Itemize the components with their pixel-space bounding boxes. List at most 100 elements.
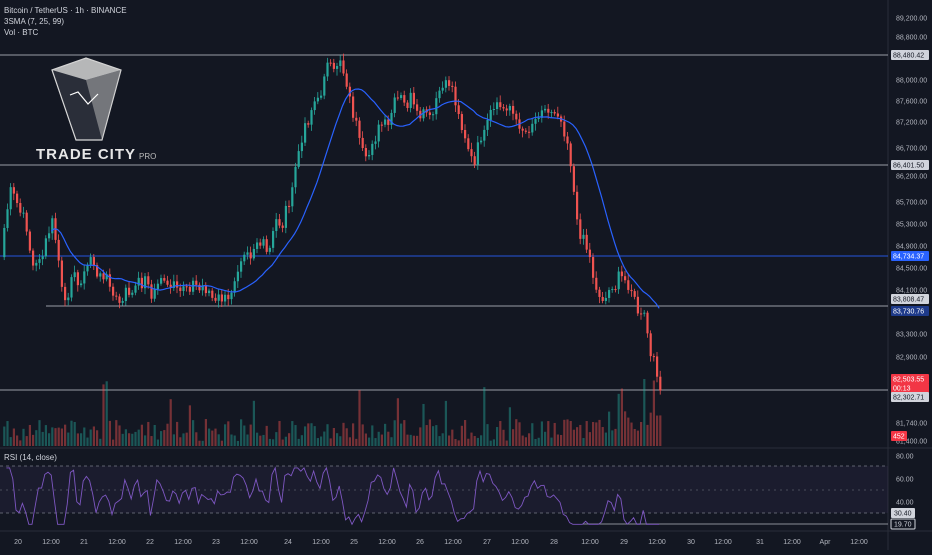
candle-body[interactable] [630, 289, 633, 292]
candle-body[interactable] [291, 187, 294, 207]
candle-body[interactable] [96, 265, 99, 277]
candle-body[interactable] [611, 289, 614, 291]
candle-body[interactable] [304, 123, 307, 143]
candle-body[interactable] [57, 239, 60, 261]
candle-body[interactable] [112, 286, 115, 296]
candle-body[interactable] [160, 278, 163, 284]
candle-body[interactable] [134, 285, 137, 293]
candle-body[interactable] [403, 95, 406, 103]
candle-body[interactable] [300, 142, 303, 152]
candle-body[interactable] [80, 283, 83, 286]
candle-body[interactable] [499, 102, 502, 108]
candle-body[interactable] [320, 95, 323, 98]
candle-body[interactable] [396, 97, 399, 99]
rsi-indicator-label[interactable]: RSI (14, close) [4, 453, 57, 462]
candle-body[interactable] [233, 281, 236, 293]
candle-body[interactable] [432, 114, 435, 116]
candle-body[interactable] [550, 112, 553, 114]
candle-body[interactable] [92, 257, 95, 266]
candle-body[interactable] [137, 277, 140, 286]
candle-body[interactable] [604, 297, 607, 301]
candle-body[interactable] [598, 289, 601, 297]
candle-body[interactable] [617, 271, 620, 290]
candle-body[interactable] [332, 62, 335, 69]
candle-body[interactable] [16, 193, 19, 204]
candle-body[interactable] [460, 114, 463, 130]
candle-body[interactable] [220, 294, 223, 302]
candle-body[interactable] [3, 227, 6, 258]
candle-body[interactable] [547, 108, 550, 113]
price-marker[interactable]: 86,401.50 [891, 160, 929, 170]
candle-body[interactable] [352, 96, 355, 118]
candle-body[interactable] [307, 123, 310, 125]
candle-body[interactable] [150, 284, 153, 299]
candle-body[interactable] [339, 60, 342, 67]
candle-body[interactable] [294, 166, 297, 188]
rsi-marker[interactable]: 30.40 [891, 508, 915, 518]
candle-body[interactable] [489, 109, 492, 120]
candle-body[interactable] [377, 124, 380, 142]
candle-body[interactable] [326, 62, 329, 77]
rsi-marker[interactable]: 19.70 [890, 518, 916, 530]
candle-body[interactable] [467, 138, 470, 150]
candle-body[interactable] [633, 291, 636, 297]
candle-body[interactable] [435, 98, 438, 115]
candle-body[interactable] [166, 280, 169, 285]
candle-body[interactable] [358, 120, 361, 138]
candle-body[interactable] [185, 286, 188, 288]
candle-body[interactable] [636, 296, 639, 314]
candle-body[interactable] [153, 289, 156, 299]
candle-body[interactable] [502, 107, 505, 109]
candle-body[interactable] [492, 108, 495, 110]
candle-body[interactable] [182, 286, 185, 291]
candle-body[interactable] [144, 276, 147, 289]
candle-body[interactable] [329, 62, 332, 64]
candle-body[interactable] [652, 356, 655, 358]
candle-body[interactable] [540, 110, 543, 118]
candle-body[interactable] [313, 101, 316, 111]
candle-body[interactable] [416, 104, 419, 111]
candle-body[interactable] [608, 290, 611, 298]
candle-body[interactable] [28, 231, 31, 251]
candle-body[interactable] [656, 356, 659, 377]
candle-body[interactable] [240, 261, 243, 272]
candle-body[interactable] [246, 252, 249, 255]
candle-body[interactable] [147, 276, 150, 285]
candle-body[interactable] [387, 119, 390, 125]
candle-body[interactable] [265, 239, 268, 252]
candle-body[interactable] [32, 250, 35, 266]
candle-body[interactable] [531, 123, 534, 133]
candle-body[interactable] [528, 131, 531, 133]
candle-body[interactable] [131, 292, 134, 295]
candle-body[interactable] [198, 284, 201, 291]
price-marker[interactable]: 82,503.55 [891, 374, 929, 384]
candle-body[interactable] [521, 128, 524, 131]
candle-body[interactable] [444, 80, 447, 88]
candle-body[interactable] [224, 294, 227, 302]
candle-body[interactable] [208, 290, 211, 294]
candle-body[interactable] [12, 187, 15, 194]
candle-body[interactable] [60, 260, 63, 287]
candle-body[interactable] [441, 87, 444, 91]
candle-body[interactable] [496, 102, 499, 109]
candle-body[interactable] [438, 90, 441, 99]
candle-body[interactable] [99, 273, 102, 277]
candle-body[interactable] [454, 86, 457, 106]
candle-body[interactable] [585, 234, 588, 250]
candle-body[interactable] [368, 154, 371, 157]
candle-body[interactable] [582, 234, 585, 239]
candle-body[interactable] [524, 130, 527, 132]
candle-body[interactable] [566, 136, 569, 144]
candle-body[interactable] [217, 294, 220, 301]
candle-body[interactable] [569, 143, 572, 167]
candle-body[interactable] [361, 137, 364, 149]
price-marker[interactable]: 83,730.76 [891, 306, 929, 316]
candle-body[interactable] [25, 212, 28, 232]
sma-line[interactable] [50, 88, 660, 309]
candle-body[interactable] [364, 148, 367, 157]
candle-body[interactable] [169, 284, 172, 288]
candle-body[interactable] [473, 156, 476, 165]
candle-body[interactable] [83, 271, 86, 284]
candle-body[interactable] [592, 257, 595, 278]
candle-body[interactable] [176, 281, 179, 288]
